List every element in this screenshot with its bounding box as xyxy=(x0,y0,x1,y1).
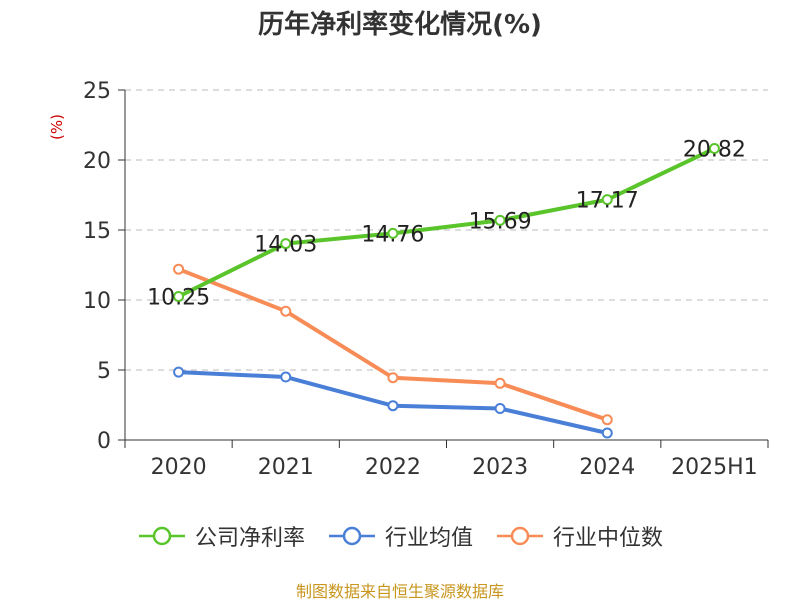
data-label: 15.69 xyxy=(469,209,532,234)
x-tick-label: 2021 xyxy=(258,455,314,480)
data-label: 14.76 xyxy=(361,222,424,247)
chart-legend[interactable]: 公司净利率 行业均值 行业中位数 xyxy=(0,520,800,552)
data-point[interactable] xyxy=(494,377,506,389)
data-point[interactable] xyxy=(387,400,399,412)
series-line xyxy=(176,267,610,422)
data-point[interactable] xyxy=(494,214,506,226)
legend-line-marker-icon xyxy=(328,526,375,546)
legend-item[interactable]: 公司净利率 xyxy=(137,520,305,552)
legend-label: 行业均值 xyxy=(384,526,473,551)
x-tick-label: 2025H1 xyxy=(671,455,758,480)
data-label: 20.82 xyxy=(683,138,746,163)
data-point[interactable] xyxy=(601,414,613,426)
y-tick-label: 20 xyxy=(83,149,111,174)
x-tick-label: 2023 xyxy=(472,455,528,480)
y-tick-label: 5 xyxy=(97,359,111,384)
data-point[interactable] xyxy=(601,194,613,206)
legend-line-marker-icon xyxy=(138,526,185,546)
legend-item[interactable]: 行业中位数 xyxy=(495,520,663,552)
y-tick-label: 0 xyxy=(97,429,111,454)
data-label: 17.17 xyxy=(576,189,639,214)
data-label: 10.25 xyxy=(147,286,210,311)
legend-line-marker-icon xyxy=(497,526,543,546)
y-tick-label: 10 xyxy=(83,289,111,314)
axes: 0 5 10 15 20 25 2020 2021 2022 2023 2024 2025H1 xyxy=(83,79,769,480)
legend-label: 行业中位数 xyxy=(553,526,664,551)
data-point[interactable] xyxy=(173,263,185,275)
data-source-note: 制图数据来自恒生聚源数据库 xyxy=(295,582,504,601)
data-point[interactable] xyxy=(280,305,292,317)
chart-title: 历年净利率变化情况(%) xyxy=(258,10,542,40)
x-tick-label: 2020 xyxy=(151,455,207,480)
data-point[interactable] xyxy=(708,143,720,155)
x-tick-label: 2024 xyxy=(579,455,635,480)
data-point[interactable] xyxy=(387,372,399,384)
data-point[interactable] xyxy=(173,366,185,378)
data-labels: 10.25 14.03 14.76 15.69 17.17 20.82 xyxy=(147,138,746,311)
data-point[interactable] xyxy=(173,291,185,302)
series-lines xyxy=(173,143,720,439)
grid-lines xyxy=(125,89,768,371)
series-line xyxy=(176,146,717,299)
data-point[interactable] xyxy=(280,371,292,383)
y-tick-label: 15 xyxy=(83,219,111,244)
data-point[interactable] xyxy=(494,403,506,414)
line-chart: 0 5 10 15 20 25 2020 2021 2022 2023 2024 2025H1 10.… xyxy=(83,79,769,480)
data-label: 14.03 xyxy=(254,233,317,258)
x-tick-label: 2022 xyxy=(365,455,421,480)
data-point[interactable] xyxy=(601,427,613,439)
y-tick-label: 25 xyxy=(83,79,111,104)
legend-label: 公司净利率 xyxy=(194,526,305,551)
data-point[interactable] xyxy=(387,227,399,239)
legend-item[interactable]: 行业均值 xyxy=(327,520,473,552)
data-point[interactable] xyxy=(280,238,292,250)
